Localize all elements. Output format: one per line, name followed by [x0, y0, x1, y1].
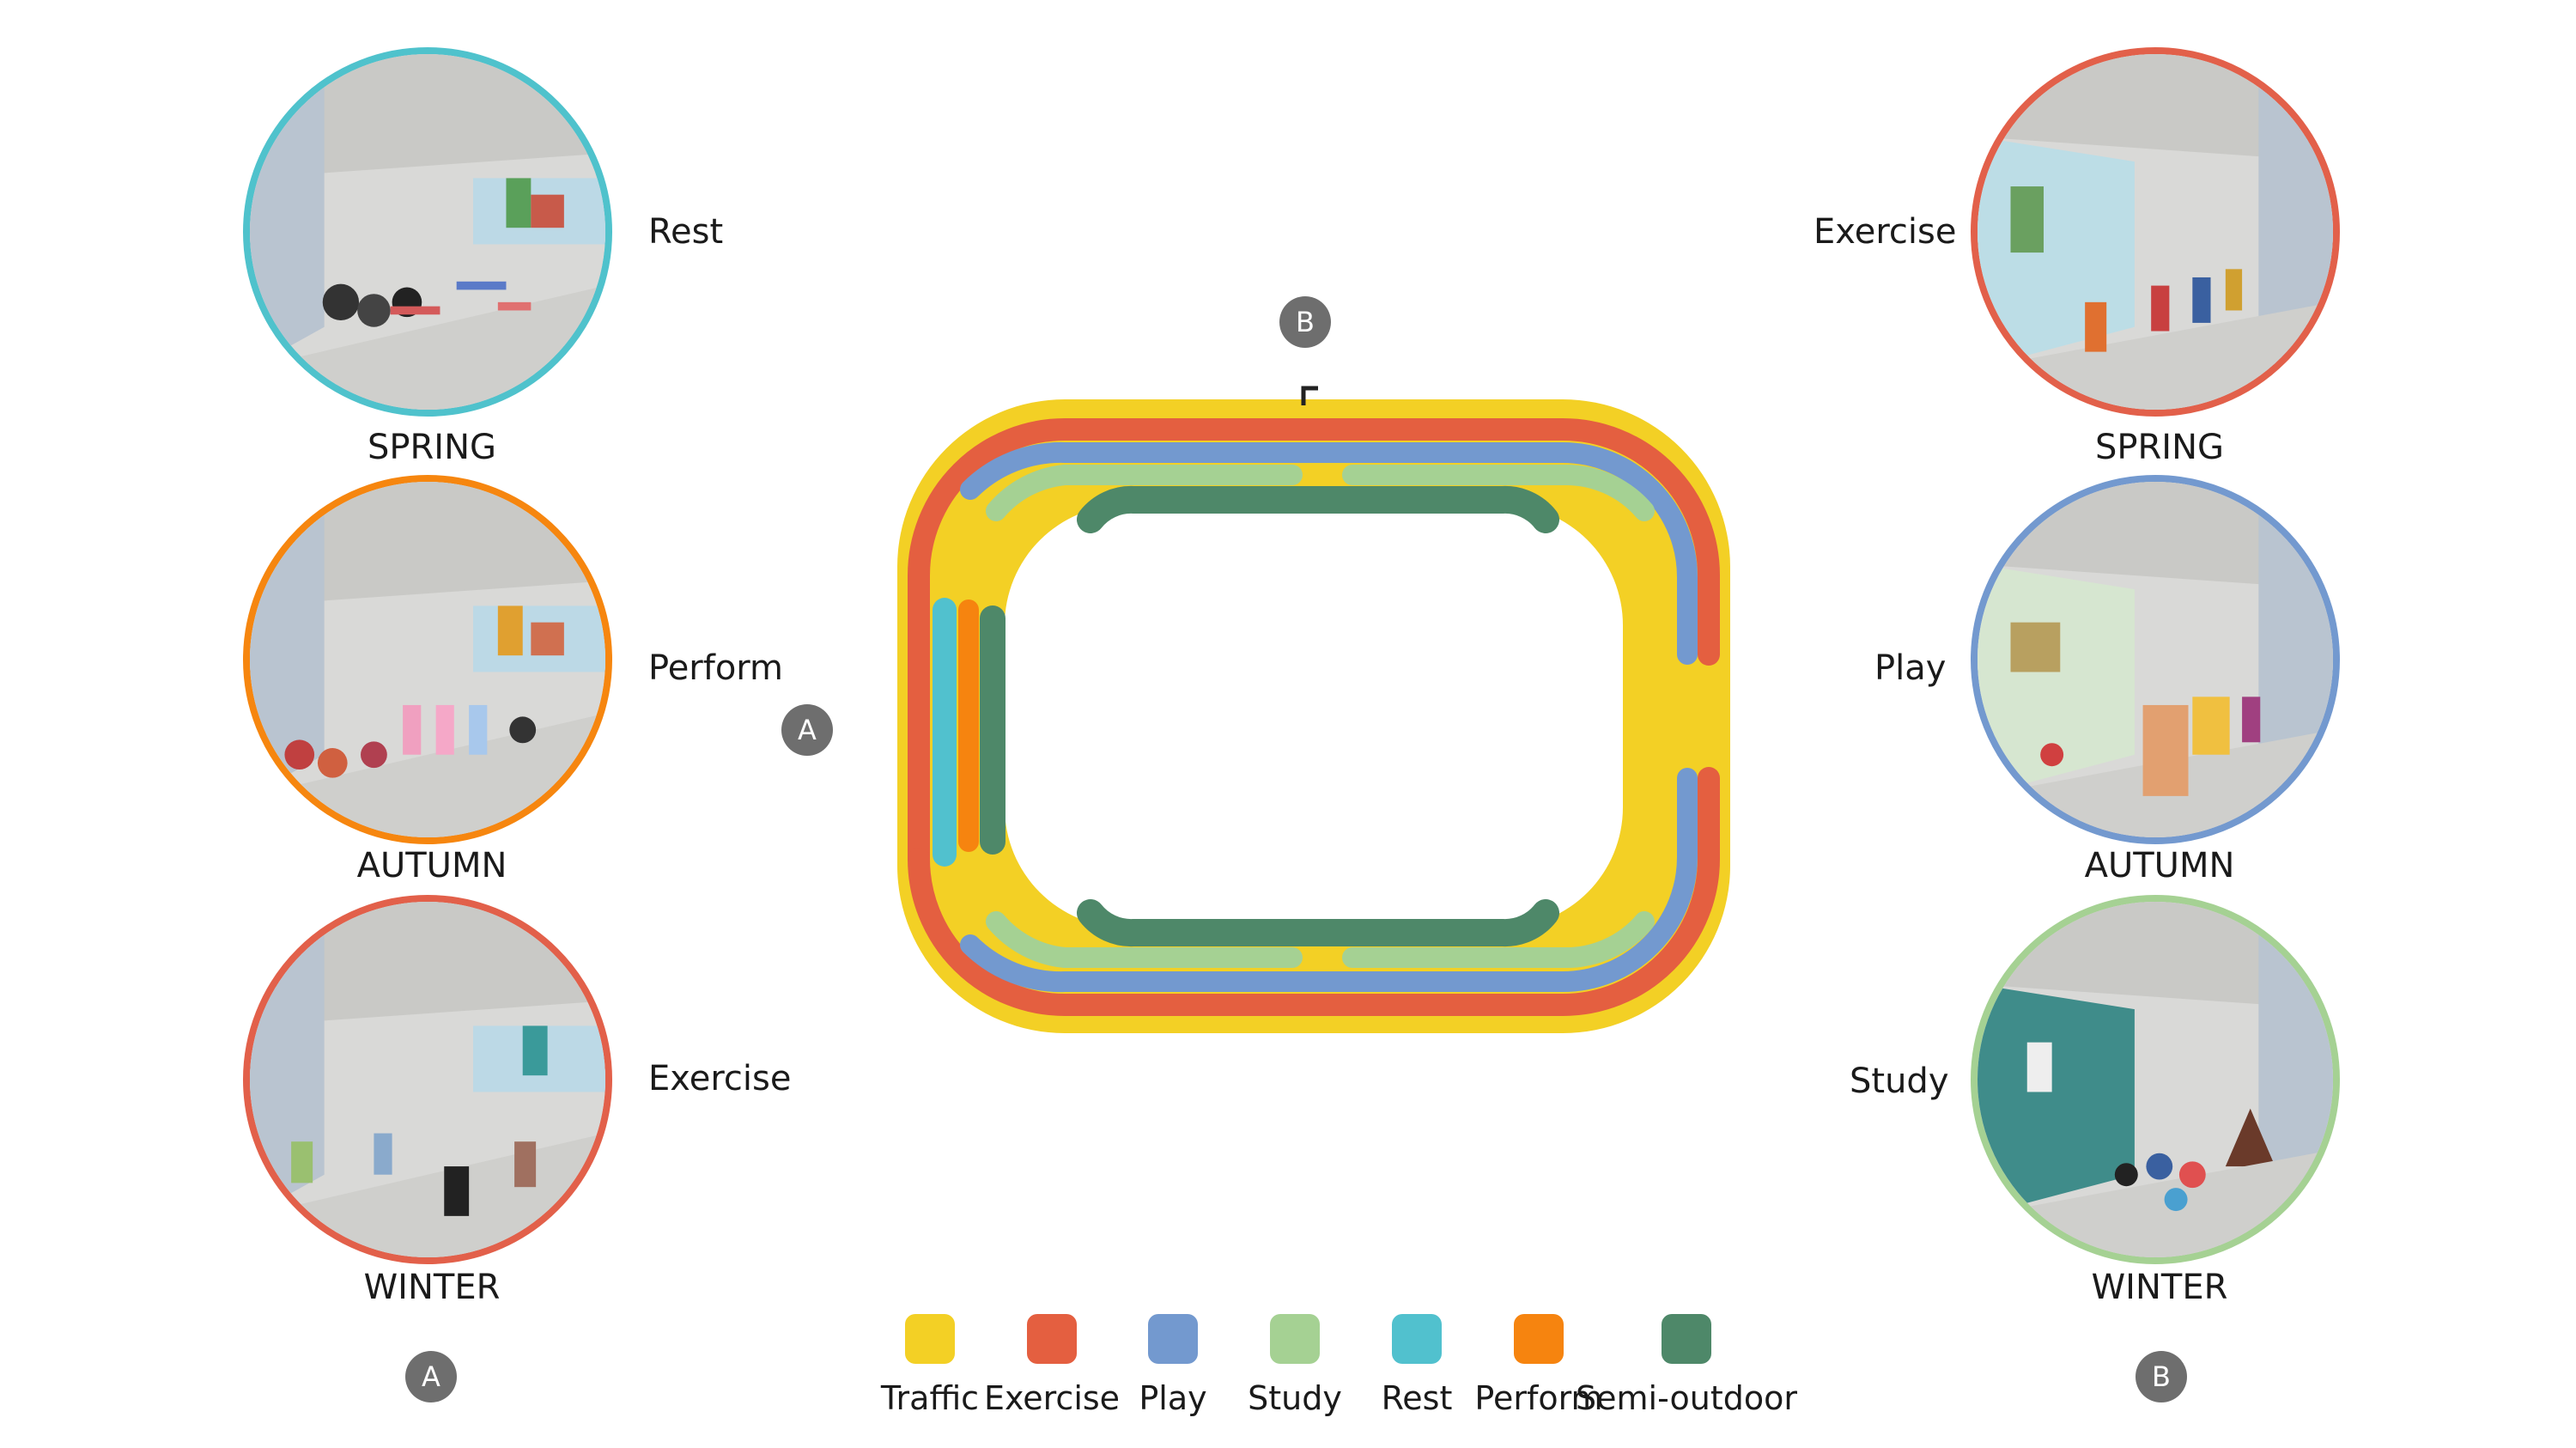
- activity-label-study: Study: [1850, 1062, 1949, 1101]
- season-label-autumn-right: AUTUMN: [2084, 846, 2235, 885]
- vignette-play-autumn: [1971, 475, 2340, 844]
- corridor-plan-diagram: [897, 386, 1730, 1033]
- legend-swatch-study: [1270, 1314, 1320, 1364]
- activity-label-play: Play: [1874, 648, 1947, 688]
- section-marker-a-left: A: [405, 1351, 457, 1402]
- season-label-spring-right: SPRING: [2094, 428, 2225, 467]
- legend-label-traffic: Traffic: [880, 1379, 980, 1417]
- legend-swatch-play: [1148, 1314, 1198, 1364]
- corridor-scene-study: [1978, 902, 2333, 1257]
- study-band-bottom-right: [1342, 911, 1655, 969]
- legend-swatch-semi-outdoor: [1662, 1314, 1711, 1364]
- exercise-band-top: [908, 418, 1720, 870]
- season-label-winter-left: WINTER: [363, 1268, 501, 1307]
- section-marker-b-right: B: [2136, 1351, 2187, 1402]
- study-band-top-left: [986, 465, 1303, 521]
- season-label-winter-right: WINTER: [2091, 1268, 2228, 1307]
- legend-item-traffic: Traffic: [844, 1314, 1016, 1417]
- activity-label-rest: Rest: [648, 212, 724, 252]
- study-band-top-right: [1342, 464, 1655, 521]
- activity-label-exercise-right: Exercise: [1814, 212, 1957, 252]
- season-label-spring: SPRING: [367, 428, 497, 467]
- vignette-study-winter: [1971, 895, 2340, 1264]
- play-band-bottom: [960, 768, 1698, 993]
- activity-label-exercise-left: Exercise: [648, 1059, 792, 1098]
- study-band-bottom-left: [986, 911, 1303, 968]
- activity-label-perform: Perform: [648, 648, 784, 688]
- legend-item-rest: Rest: [1331, 1314, 1503, 1417]
- legend-label-perform: Perform: [1474, 1379, 1603, 1417]
- legend-item-exercise: Exercise: [966, 1314, 1138, 1417]
- corridor-scene-exercise-winter: [250, 902, 605, 1257]
- season-label-autumn: AUTUMN: [356, 846, 507, 885]
- legend-item-perform: Perform: [1453, 1314, 1625, 1417]
- section-marker-b-plan: B: [1279, 296, 1331, 348]
- vignette-rest-spring: [243, 47, 612, 417]
- vignette-exercise-winter: [243, 895, 612, 1264]
- semi-outdoor-band-top: [1077, 485, 1559, 533]
- semi-outdoor-band-bottom: [1077, 899, 1559, 947]
- vignette-exercise-spring: [1971, 47, 2340, 417]
- play-band-top: [960, 441, 1698, 665]
- section-marker-a-plan: A: [781, 704, 833, 756]
- corridor-scene-exercise-spring: [1978, 54, 2333, 410]
- section-cut-b-symbol: [1301, 386, 1318, 405]
- corridor-scene-rest: [250, 54, 605, 410]
- legend-swatch-exercise: [1027, 1314, 1077, 1364]
- legend-item-study: Study: [1209, 1314, 1381, 1417]
- legend-label-semi-outdoor: Semi-outdoor: [1576, 1379, 1797, 1417]
- legend-label-exercise: Exercise: [983, 1379, 1121, 1417]
- legend-label-play: Play: [1139, 1379, 1207, 1417]
- legend-label-rest: Rest: [1381, 1379, 1453, 1417]
- legend-swatch-perform: [1514, 1314, 1564, 1364]
- legend-item-play: Play: [1087, 1314, 1259, 1417]
- legend-swatch-traffic: [905, 1314, 955, 1364]
- legend-item-semi-outdoor: Semi-outdoor: [1575, 1314, 1798, 1417]
- exercise-band-bottom: [908, 767, 1720, 1016]
- corridor-scene-play: [1978, 482, 2333, 837]
- legend-label-study: Study: [1248, 1379, 1342, 1417]
- vignette-perform-autumn: [243, 475, 612, 844]
- legend-swatch-rest: [1392, 1314, 1442, 1364]
- corridor-scene-perform: [250, 482, 605, 837]
